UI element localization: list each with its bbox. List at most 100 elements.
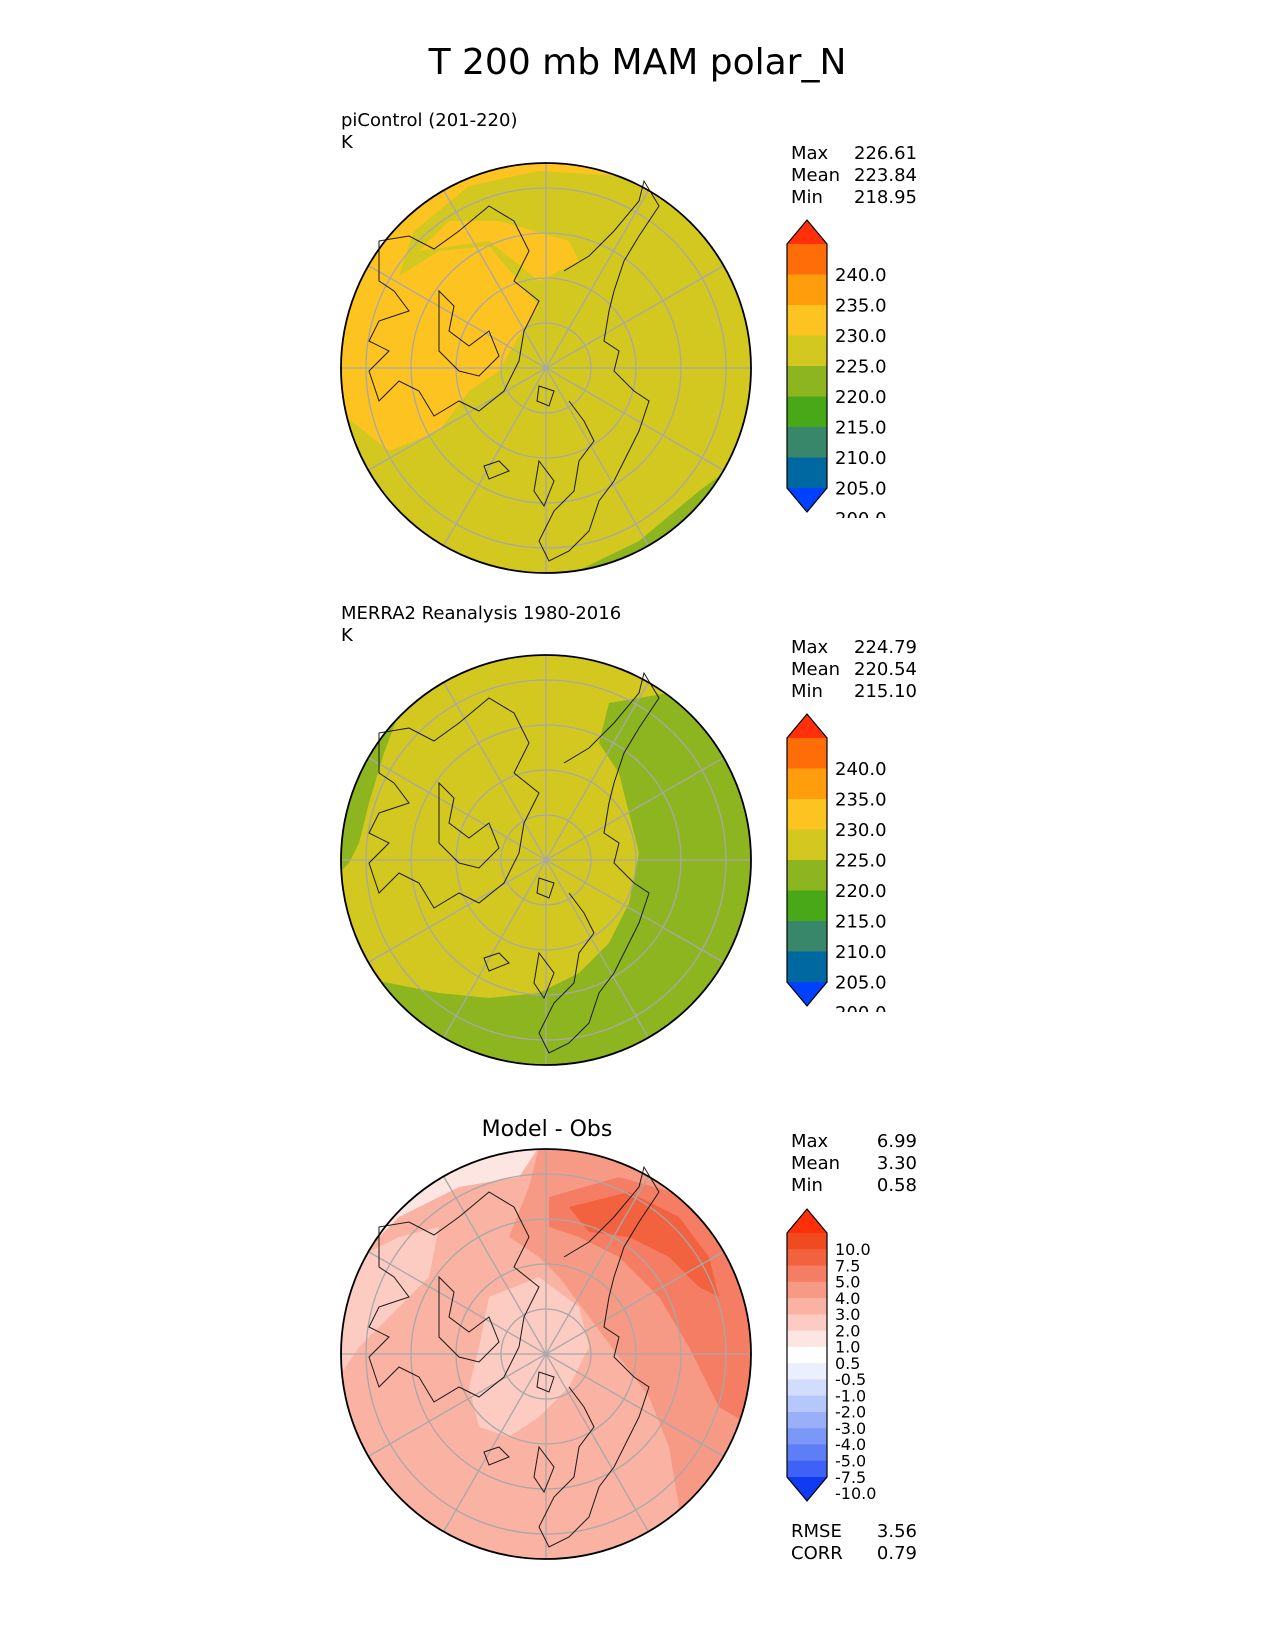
colorbar-tick-label: 215.0 (835, 911, 887, 932)
stat-name: Max (791, 143, 829, 164)
map-fill-225-230-north (341, 163, 751, 291)
stat-name: Min (791, 681, 823, 702)
colorbar-band (787, 860, 827, 891)
colorbar-tick-label: 220.0 (835, 387, 887, 408)
stat-row-mean: Mean 3.30 (791, 1153, 917, 1175)
panel-diff-metrics: RMSE 3.56 CORR 0.79 (791, 1521, 917, 1565)
map-fill-4-5 (549, 1177, 751, 1427)
colorbar-tick-label: 4.0 (835, 1289, 860, 1308)
colorbar-tick-label: 205.0 (835, 972, 887, 993)
metric-row-rmse: RMSE 3.56 (791, 1521, 917, 1543)
colorbar-band (787, 1395, 827, 1413)
colorbar-tick-label: 240.0 (835, 759, 887, 780)
map-graticule (341, 655, 751, 1065)
colorbar-tick-label: 205.0 (835, 478, 887, 499)
panel-test-name: piControl (201-220) (341, 110, 518, 131)
colorbar-band (787, 1379, 827, 1397)
colorbar-band (787, 1411, 827, 1429)
colorbar-band (787, 1233, 827, 1250)
colorbar-band (787, 1444, 827, 1462)
colorbar-extend-min (787, 1477, 827, 1501)
stat-value: 218.95 (854, 187, 917, 208)
colorbar-tick-label: 210.0 (835, 448, 887, 469)
colorbar-tick-label: 2.0 (835, 1321, 860, 1340)
stat-value: 3.30 (876, 1153, 917, 1174)
stat-row-min: Min 215.10 (791, 681, 917, 703)
map-coastlines (368, 179, 660, 562)
colorbar-band (787, 951, 827, 983)
panel-diff-map (340, 1148, 752, 1560)
colorbar-tick-label: -1.0 (835, 1386, 866, 1405)
panel-test-map (340, 162, 752, 574)
colorbar-band (787, 396, 827, 428)
panel-test-colorbar: 240.0 235.0 230.0 225.0 220.0 215.0 210.0 205.0… (786, 219, 887, 518)
map-fill-5-7.5 (569, 1192, 719, 1297)
colorbar-tick-label: 200.0 (835, 509, 887, 518)
colorbar-band (787, 1363, 827, 1380)
stat-value: 226.61 (854, 143, 917, 164)
stat-row-max: Max 226.61 (791, 143, 917, 165)
colorbar-outline (786, 1208, 828, 1502)
panel-test-stats: Max 226.61 Mean 223.84 Min 218.95 (791, 143, 917, 209)
panel-reference-stats: Max 224.79 Mean 220.54 Min 215.10 (791, 637, 917, 703)
colorbar-band (787, 1314, 827, 1332)
colorbar-extend-min (787, 488, 827, 512)
colorbar-tick-label: 235.0 (835, 789, 887, 810)
stat-row-max: Max 224.79 (791, 637, 917, 659)
colorbar-tick-label: 220.0 (835, 881, 887, 902)
panel-reference-map (340, 654, 752, 1066)
stat-row-mean: Mean 223.84 (791, 165, 917, 187)
colorbar-band (787, 829, 827, 861)
colorbar-extend-min (787, 982, 827, 1006)
colorbar-tick-label: -10.0 (835, 1484, 876, 1503)
map-boundary (340, 162, 752, 574)
map-coastlines (368, 1165, 660, 1548)
colorbar-extend-max (787, 220, 827, 244)
colorbar-band (787, 921, 827, 952)
metric-value: 3.56 (876, 1521, 917, 1542)
stat-name: Mean (791, 165, 841, 186)
panel-test-units: K (341, 132, 353, 153)
colorbar-tick-label: 0.5 (835, 1354, 860, 1373)
colorbar-band (787, 366, 827, 397)
colorbar-extend-max (787, 1209, 827, 1233)
colorbar-tick-label: 210.0 (835, 942, 887, 963)
colorbar-band (787, 1460, 827, 1478)
colorbar-tick-label: -7.5 (835, 1468, 866, 1487)
colorbar-band (787, 1298, 827, 1315)
panel-diff-colorbar: 10.07.55.04.03.02.01.00.5-0.5-1.0-2.0-3.… (786, 1208, 876, 1503)
figure-title: T 200 mb MAM polar_N (428, 42, 847, 83)
colorbar-tick-label: 3.0 (835, 1305, 860, 1324)
stat-row-max: Max 6.99 (791, 1131, 917, 1153)
stat-value: 215.10 (854, 681, 917, 702)
colorbar-outline (786, 219, 828, 513)
stat-value: 6.99 (876, 1131, 917, 1152)
colorbar-tick-label: 1.0 (835, 1338, 860, 1357)
colorbar-tick-label: 200.0 (835, 1003, 887, 1012)
colorbar-tick-label: 7.5 (835, 1256, 860, 1275)
colorbar-tick-label: 5.0 (835, 1273, 860, 1292)
colorbar-tick-label: -3.0 (835, 1419, 866, 1438)
stat-value: 223.84 (854, 165, 917, 186)
colorbar-band (787, 274, 827, 306)
colorbar-band (787, 1346, 827, 1364)
colorbar-band (787, 1330, 827, 1348)
panel-diff-stats: Max 6.99 Mean 3.30 Min 0.58 (791, 1131, 917, 1197)
panel-test-label: piControl (201-220) K (341, 110, 517, 154)
map-fill-1-2-west (341, 1227, 439, 1377)
colorbar-tick-label: 230.0 (835, 820, 887, 841)
colorbar-tick-label: 225.0 (835, 850, 887, 871)
stat-value: 220.54 (854, 659, 917, 680)
colorbar-tick-label: 215.0 (835, 417, 887, 438)
map-fill-225-230-center (419, 221, 579, 281)
colorbar-band (787, 738, 827, 769)
colorbar-tick-label: 235.0 (835, 295, 887, 316)
stat-name: Max (791, 637, 829, 658)
colorbar-band (787, 799, 827, 830)
colorbar-band (787, 1265, 827, 1283)
colorbar-tick-label: -4.0 (835, 1435, 866, 1454)
map-fill-215-220-east (341, 655, 751, 1065)
panel-reference-label: MERRA2 Reanalysis 1980-2016 K (341, 603, 621, 647)
colorbar-tick-label: 240.0 (835, 265, 887, 286)
colorbar-tick-label: -5.0 (835, 1451, 866, 1470)
